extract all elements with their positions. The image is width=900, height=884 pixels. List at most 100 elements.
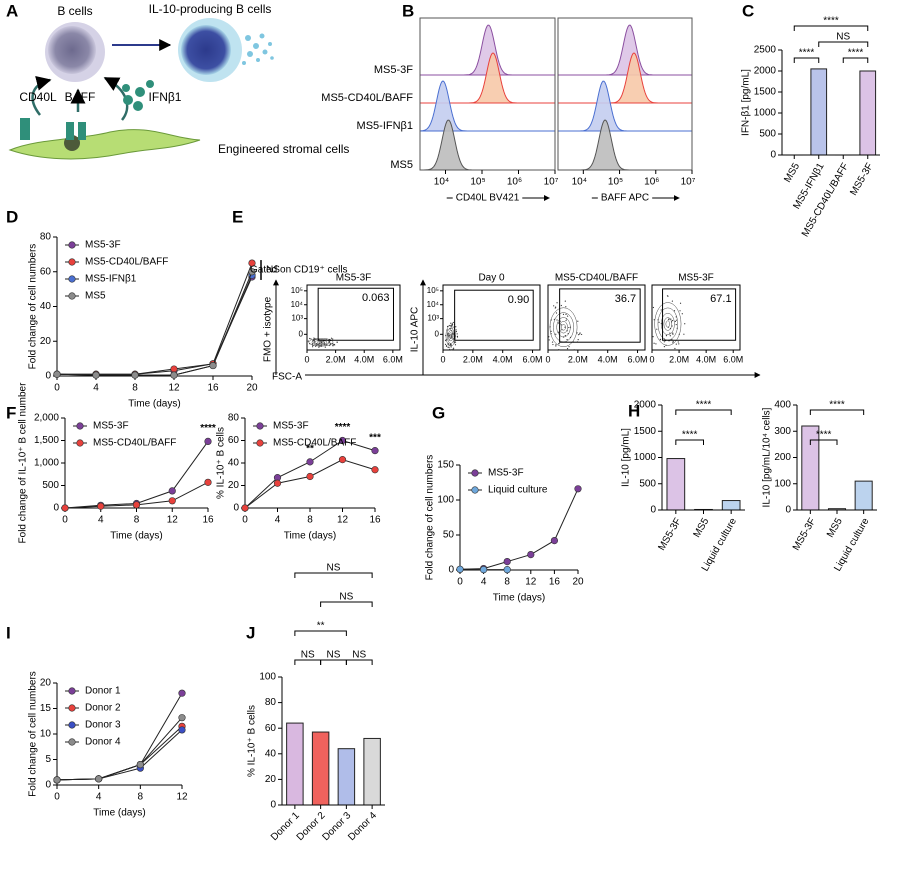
legend-marker xyxy=(68,275,76,283)
contour xyxy=(556,317,571,338)
data-point xyxy=(53,370,61,378)
event-dot xyxy=(560,304,562,307)
data-point xyxy=(273,479,282,487)
x-tick-label: 10⁷ xyxy=(544,177,559,188)
event-dot xyxy=(668,319,670,321)
event-dot xyxy=(652,336,654,338)
event-dot xyxy=(454,341,457,343)
comparison-label: **** xyxy=(682,430,698,441)
event-dot xyxy=(565,313,567,316)
x-tick-label: MS5 xyxy=(692,516,712,540)
legend-marker xyxy=(68,241,76,249)
legend-label: Donor 4 xyxy=(85,737,121,748)
data-point xyxy=(204,437,212,446)
x-tick-label: 10⁶ xyxy=(507,177,522,188)
data-point xyxy=(178,689,186,697)
event-dot xyxy=(313,337,315,339)
data-point xyxy=(178,726,186,734)
contour xyxy=(663,317,673,331)
plot-frame xyxy=(651,284,741,351)
plot-frame xyxy=(547,284,646,351)
y-tick-label: 500 xyxy=(759,129,776,140)
contour xyxy=(308,338,334,347)
event-dot xyxy=(566,338,568,341)
event-dot xyxy=(449,348,451,350)
gate-percent: 0.90 xyxy=(508,294,529,306)
y-tick-label: 0 xyxy=(299,329,304,338)
x-tick-label: 10⁴ xyxy=(572,177,587,188)
x-tick-label: 0 xyxy=(54,383,60,394)
data-point xyxy=(306,458,314,466)
histogram-curve xyxy=(420,24,555,76)
event-dot xyxy=(660,309,662,311)
data-point xyxy=(209,361,217,370)
y-tick-label: 0 xyxy=(435,329,440,338)
event-dot xyxy=(313,340,316,342)
data-point xyxy=(168,497,176,505)
data-point xyxy=(503,566,511,574)
contour xyxy=(449,332,453,340)
x-tick-label: 4 xyxy=(98,515,104,526)
comparison-label: **** xyxy=(696,400,712,411)
y-tick-label: 1000 xyxy=(754,108,777,119)
event-dot xyxy=(552,343,554,346)
y-tick-label: 100 xyxy=(259,672,276,683)
contour xyxy=(311,339,331,346)
x-tick-label: 2.0M xyxy=(669,354,689,364)
comparison-bracket xyxy=(294,659,322,665)
y-tick-label: 2000 xyxy=(754,66,777,77)
event-dot xyxy=(455,326,457,328)
gate xyxy=(454,289,534,341)
y-axis-label: IFN-β1 [pg/mL] xyxy=(741,69,752,136)
y-tick-label: 10⁵ xyxy=(291,286,303,295)
x-tick-label: 0 xyxy=(304,354,309,364)
event-dot xyxy=(579,332,581,334)
x-tick-label: 10⁵ xyxy=(608,177,623,188)
legend-label: MS5-3F xyxy=(93,421,129,432)
event-dot xyxy=(324,346,326,348)
plot-title: Day 0 xyxy=(478,273,505,284)
plot-frame xyxy=(306,284,401,351)
x-axis-label: CD40L BV421 xyxy=(456,193,520,204)
event-dot xyxy=(558,342,560,345)
event-dot xyxy=(456,333,458,335)
il10-b-cell-nucleus xyxy=(181,25,231,75)
row-label: MS5-CD40L/BAFF xyxy=(321,92,413,104)
comparison-label: NS xyxy=(836,32,850,43)
event-dot xyxy=(450,343,452,346)
event-dot xyxy=(332,345,334,347)
data-point xyxy=(248,268,256,276)
series-line xyxy=(57,262,253,375)
y-tick-label: 10⁴ xyxy=(427,300,440,309)
data-point xyxy=(480,566,488,574)
y-tick-label: 40 xyxy=(265,748,277,759)
baff-receptor xyxy=(78,122,86,140)
event-dot xyxy=(577,339,579,341)
event-dot xyxy=(307,340,309,342)
histogram-curve xyxy=(558,80,692,132)
comparison-bracket xyxy=(675,439,704,445)
event-dot xyxy=(447,346,449,348)
data-point xyxy=(170,371,178,379)
event-dot xyxy=(557,331,560,333)
event-dot xyxy=(675,343,677,345)
y-tick-label: 60 xyxy=(228,435,240,446)
legend-label: Liquid culture xyxy=(488,485,548,496)
data-point xyxy=(92,371,100,379)
panel-letter: J xyxy=(246,623,255,642)
event-dot xyxy=(577,320,579,322)
comparison-label: **** xyxy=(848,48,864,59)
label: BAFF xyxy=(65,90,96,104)
event-dot xyxy=(679,310,681,312)
y-axis-label: IL-10 [pg/mL/10⁴ cells] xyxy=(762,407,773,507)
x-tick-label: 2.0M xyxy=(463,354,483,364)
x-tick-label: 4.0M xyxy=(354,354,374,364)
y-tick-label: 20 xyxy=(40,336,52,347)
arrow xyxy=(31,76,52,116)
event-dot xyxy=(672,332,674,334)
il10-dots xyxy=(242,33,274,65)
y-tick-label: 10³ xyxy=(291,314,303,323)
legend-marker xyxy=(68,258,76,266)
event-dot xyxy=(450,322,452,324)
event-dot xyxy=(448,346,450,349)
